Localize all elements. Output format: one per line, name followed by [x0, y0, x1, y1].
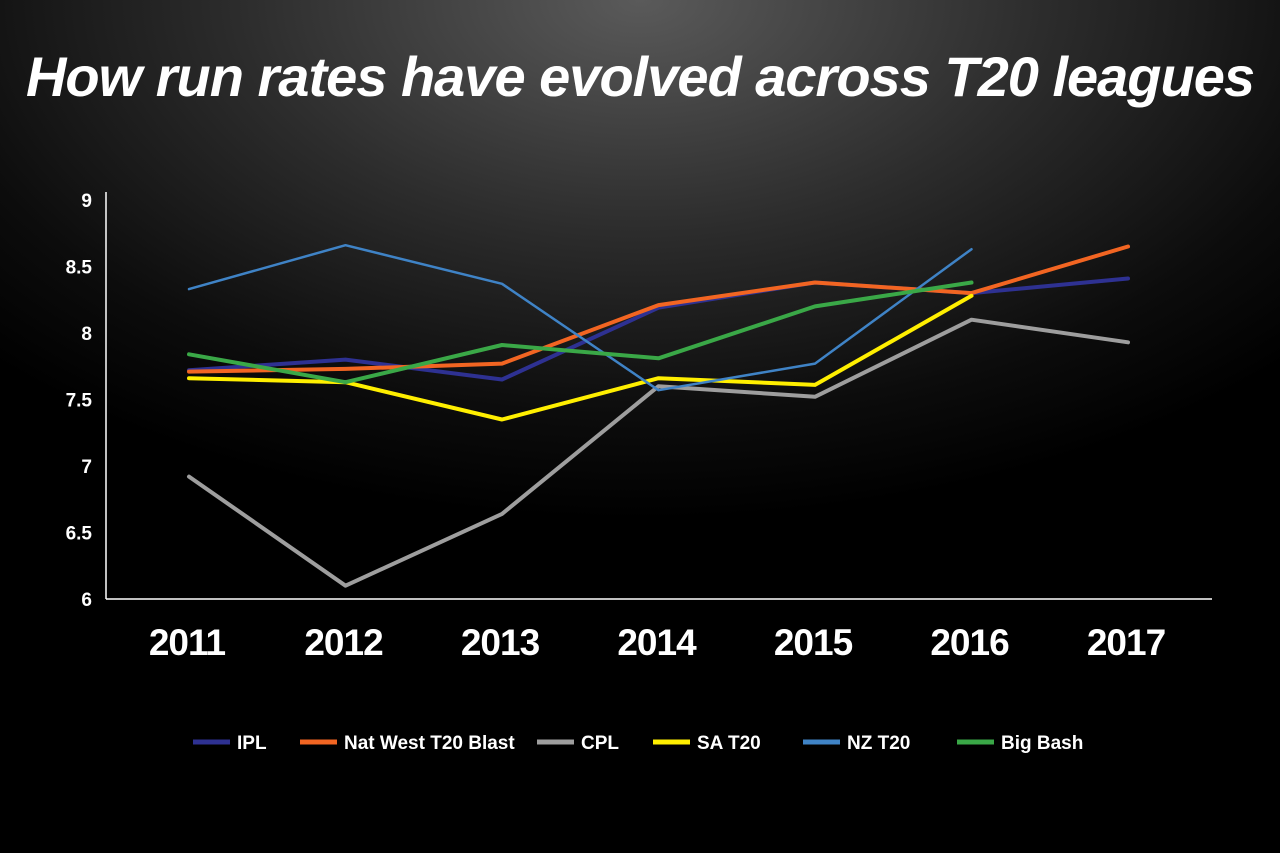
- legend-item: SA T20: [653, 733, 761, 754]
- legend-label: Nat West T20 Blast: [344, 733, 515, 754]
- legend-label: Big Bash: [1001, 733, 1083, 754]
- x-tick-label: 2015: [774, 622, 853, 663]
- series-line-cpl: [187, 317, 1130, 588]
- legend-label: NZ T20: [847, 733, 910, 754]
- series-line-big-bash: [187, 280, 974, 385]
- series-line-nat-west-t20-blast: [187, 244, 1130, 374]
- y-tick-label: 8.5: [66, 258, 93, 279]
- chart-title: How run rates have evolved across T20 le…: [25, 45, 1255, 108]
- y-tick-label: 9: [81, 191, 92, 212]
- series-line-sa-t20: [187, 293, 974, 422]
- legend: IPL Nat West T20 Blast CPL SA T20 NZ T20 Big …: [193, 733, 1083, 754]
- legend-label: SA T20: [697, 733, 761, 754]
- chart-axes: [105, 192, 1212, 600]
- y-tick-labels: 6 6.5 7 7.5 8 8.5 9: [66, 191, 93, 611]
- x-tick-labels: 2011 2012 2013 2014 2015 2016 2017: [149, 622, 1166, 663]
- y-tick-label: 7.5: [66, 391, 93, 412]
- x-tick-label: 2012: [304, 622, 383, 663]
- x-tick-label: 2017: [1087, 622, 1165, 663]
- legend-label: CPL: [581, 733, 619, 754]
- legend-item: NZ T20: [803, 733, 910, 754]
- legend-item: Big Bash: [957, 733, 1083, 754]
- legend-item: IPL: [193, 733, 267, 754]
- y-tick-label: 8: [81, 324, 92, 345]
- legend-label: IPL: [237, 733, 267, 754]
- y-tick-label: 6: [81, 590, 92, 611]
- series-line-nz-t20: [187, 243, 973, 392]
- x-tick-label: 2016: [930, 622, 1009, 663]
- x-tick-label: 2013: [461, 622, 540, 663]
- x-tick-label: 2011: [149, 622, 226, 663]
- legend-item: CPL: [537, 733, 619, 754]
- y-tick-label: 7: [81, 457, 92, 478]
- x-tick-label: 2014: [617, 622, 697, 663]
- series-line-ipl: [187, 276, 1130, 382]
- y-tick-label: 6.5: [66, 524, 93, 545]
- series-lines: [187, 243, 1130, 588]
- legend-item: Nat West T20 Blast: [300, 733, 515, 754]
